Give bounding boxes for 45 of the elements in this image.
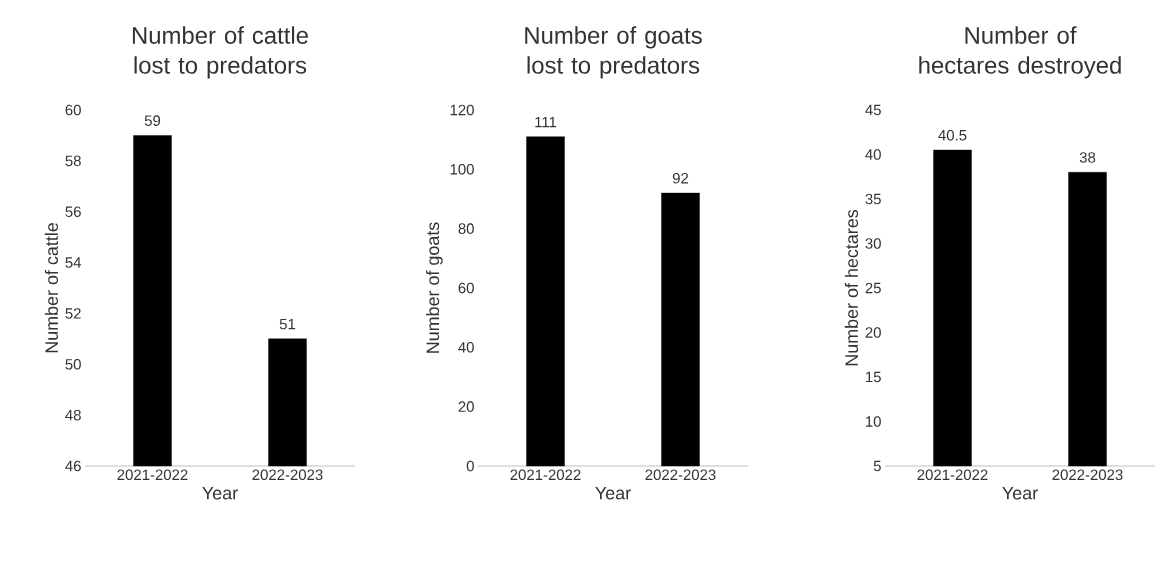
y-tick-label: 60 — [458, 282, 474, 294]
x-axis-title: Year — [1002, 486, 1038, 500]
x-tick-label: 2022-2023 — [645, 469, 716, 481]
y-tick-label: 52 — [65, 308, 81, 319]
x-tick-label: 2021-2022 — [117, 469, 188, 481]
data-label: 92 — [672, 172, 689, 184]
chart-title: Number of cattle lost to predators — [132, 26, 308, 79]
y-axis-title: Number of goats — [425, 222, 443, 353]
y-tick-label: 5 — [873, 460, 881, 472]
y-tick-label: 58 — [65, 155, 81, 167]
y-axis-title: Number of cattle — [44, 223, 59, 353]
y-tick-label: 54 — [65, 257, 82, 268]
y-tick-label: 35 — [865, 193, 881, 205]
y-tick-label: 20 — [458, 401, 474, 412]
y-tick-label: 100 — [450, 164, 474, 175]
y-tick-label: 25 — [865, 282, 881, 294]
chart-title: Number of hectares destroyed — [919, 26, 1121, 79]
data-label: 40.5 — [938, 129, 967, 141]
y-tick-label: 45 — [865, 104, 881, 116]
x-tick-label: 2022-2023 — [1052, 469, 1123, 481]
data-label: 111 — [535, 116, 557, 128]
data-label: 38 — [1079, 152, 1096, 163]
y-tick-label: 15 — [866, 371, 881, 383]
y-tick-label: 40 — [865, 149, 881, 160]
y-tick-label: 30 — [865, 238, 881, 249]
x-axis-title: Year — [202, 486, 238, 500]
y-tick-label: 0 — [466, 460, 474, 472]
y-tick-label: 80 — [458, 223, 474, 234]
x-tick-label: 2021-2022 — [917, 469, 988, 481]
y-tick-label: 120 — [450, 104, 474, 116]
x-tick-label: 2021-2022 — [510, 469, 581, 481]
x-axis-title: Year — [595, 486, 631, 500]
y-tick-label: 46 — [65, 460, 81, 472]
y-axis-title: Number of hectares — [844, 209, 859, 366]
data-label: 51 — [279, 318, 296, 330]
data-label: 59 — [144, 115, 161, 126]
x-tick-label: 2022-2023 — [252, 469, 323, 481]
y-tick-label: 56 — [65, 206, 81, 217]
y-tick-label: 60 — [65, 104, 81, 116]
y-tick-label: 50 — [65, 358, 81, 370]
y-tick-label: 20 — [865, 327, 881, 338]
chart-title: Number of goats lost to predators — [525, 26, 702, 79]
y-tick-label: 40 — [458, 342, 474, 353]
y-tick-label: 48 — [65, 409, 81, 421]
y-tick-label: 10 — [866, 416, 881, 427]
